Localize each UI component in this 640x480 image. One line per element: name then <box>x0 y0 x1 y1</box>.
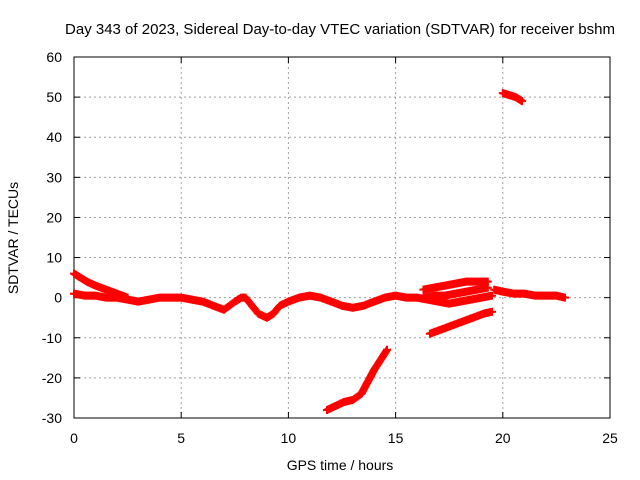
data-point <box>560 293 569 302</box>
y-tick-label: 20 <box>46 209 62 225</box>
y-tick-label: 10 <box>46 250 62 266</box>
x-tick-label: 25 <box>602 430 618 446</box>
series-track-late <box>490 285 569 302</box>
x-tick-label: 5 <box>177 430 185 446</box>
series-track-main-lower <box>70 289 497 322</box>
data-point <box>383 345 392 354</box>
series-track-rising-mid <box>419 283 492 302</box>
series-track-rising-upper <box>419 277 492 294</box>
series-track-high-outlier <box>498 89 527 106</box>
grid-lines <box>74 57 610 418</box>
x-axis-label: GPS time / hours <box>287 457 394 473</box>
y-tick-label: -20 <box>42 370 62 386</box>
axes <box>73 56 611 419</box>
y-tick-label: 40 <box>46 129 62 145</box>
y-tick-label: -10 <box>42 330 62 346</box>
x-tick-label: 10 <box>281 430 297 446</box>
series-track-descending <box>322 345 392 414</box>
data-point <box>488 291 497 300</box>
y-tick-label: -30 <box>42 410 62 426</box>
y-tick-label: 50 <box>46 89 62 105</box>
y-tick-label: 0 <box>54 290 62 306</box>
x-tick-label: 0 <box>70 430 78 446</box>
y-tick-label: 60 <box>46 49 62 65</box>
data-points <box>70 89 569 414</box>
chart-title: Day 343 of 2023, Sidereal Day-to-day VTE… <box>65 21 615 38</box>
y-axis-label: SDTVAR / TECUs <box>5 182 21 294</box>
plot-frame <box>73 56 611 419</box>
data-point <box>488 307 497 316</box>
y-tick-label: 30 <box>46 169 62 185</box>
x-tick-label: 20 <box>495 430 511 446</box>
data-point <box>518 97 527 106</box>
x-tick-labels: 0 5 10 15 20 25 <box>70 430 618 446</box>
y-tick-labels: -30 -20 -10 0 10 20 30 40 50 60 <box>42 49 62 426</box>
x-tick-label: 15 <box>388 430 404 446</box>
series-track-rising-lower <box>425 307 497 338</box>
data-point <box>483 283 492 292</box>
